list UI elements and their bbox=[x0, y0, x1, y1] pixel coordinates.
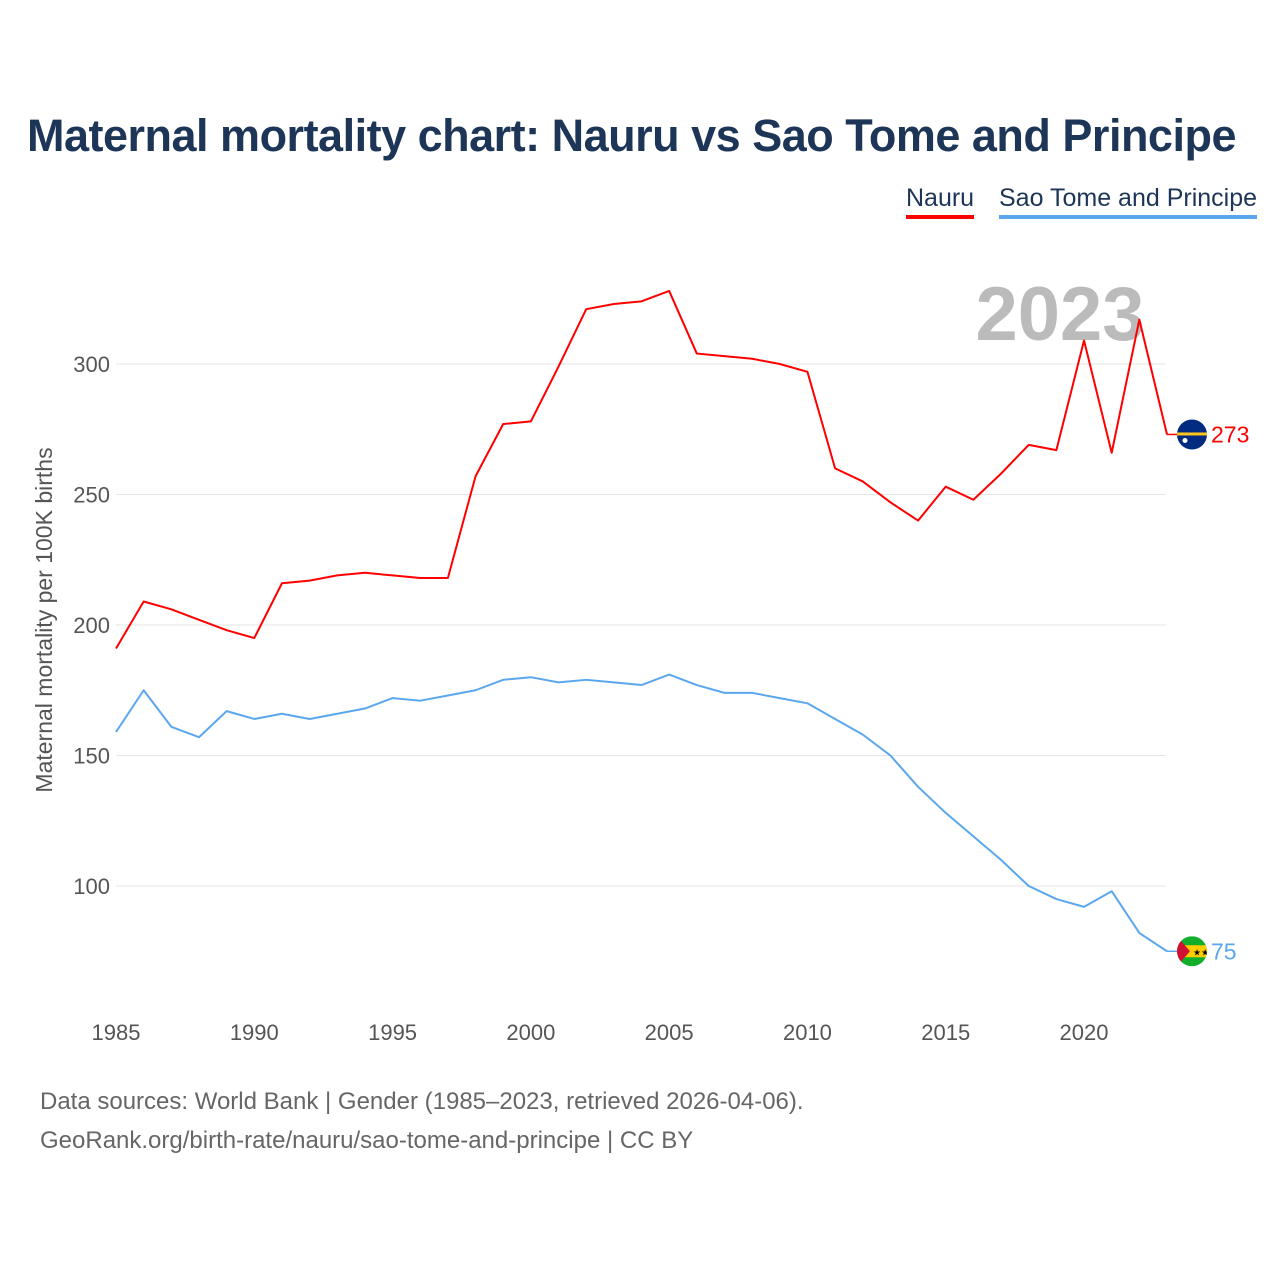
sao-tome-flag-icon: ★★ bbox=[1177, 936, 1209, 967]
end-value-label: 273 bbox=[1211, 421, 1249, 447]
x-tick-label: 2015 bbox=[921, 1020, 970, 1045]
y-tick-label: 300 bbox=[73, 352, 110, 377]
legend-nauru[interactable]: Nauru bbox=[906, 184, 975, 219]
x-tick-label: 1990 bbox=[230, 1020, 279, 1045]
x-tick-label: 2010 bbox=[783, 1020, 832, 1045]
x-tick-label: 1985 bbox=[92, 1020, 141, 1045]
x-tick-label: 2005 bbox=[645, 1020, 694, 1045]
y-tick-label: 250 bbox=[73, 483, 110, 508]
series-line-nauru bbox=[115, 289, 1168, 649]
footer-sources: Data sources: World Bank | Gender (1985–… bbox=[40, 1088, 804, 1115]
chart-title: Maternal mortality chart: Nauru vs Sao T… bbox=[27, 110, 1236, 161]
y-tick-label: 100 bbox=[73, 874, 110, 899]
x-tick-label: 2000 bbox=[506, 1020, 555, 1045]
series-line-sao-tome bbox=[115, 673, 1168, 953]
y-tick-label: 150 bbox=[73, 744, 110, 769]
svg-text:★★: ★★ bbox=[1193, 947, 1209, 957]
year-watermark: 2023 bbox=[975, 272, 1144, 357]
legend-sao-tome[interactable]: Sao Tome and Principe bbox=[999, 184, 1258, 219]
footer-link[interactable]: GeoRank.org/birth-rate/nauru/sao-tome-an… bbox=[40, 1127, 694, 1154]
nauru-flag-icon bbox=[1177, 419, 1207, 450]
end-value-label: 75 bbox=[1211, 938, 1237, 964]
x-tick-label: 2020 bbox=[1060, 1020, 1109, 1045]
x-tick-label: 1995 bbox=[368, 1020, 417, 1045]
y-axis-label: Maternal mortality per 100K births bbox=[31, 447, 57, 792]
y-tick-label: 200 bbox=[73, 613, 110, 638]
